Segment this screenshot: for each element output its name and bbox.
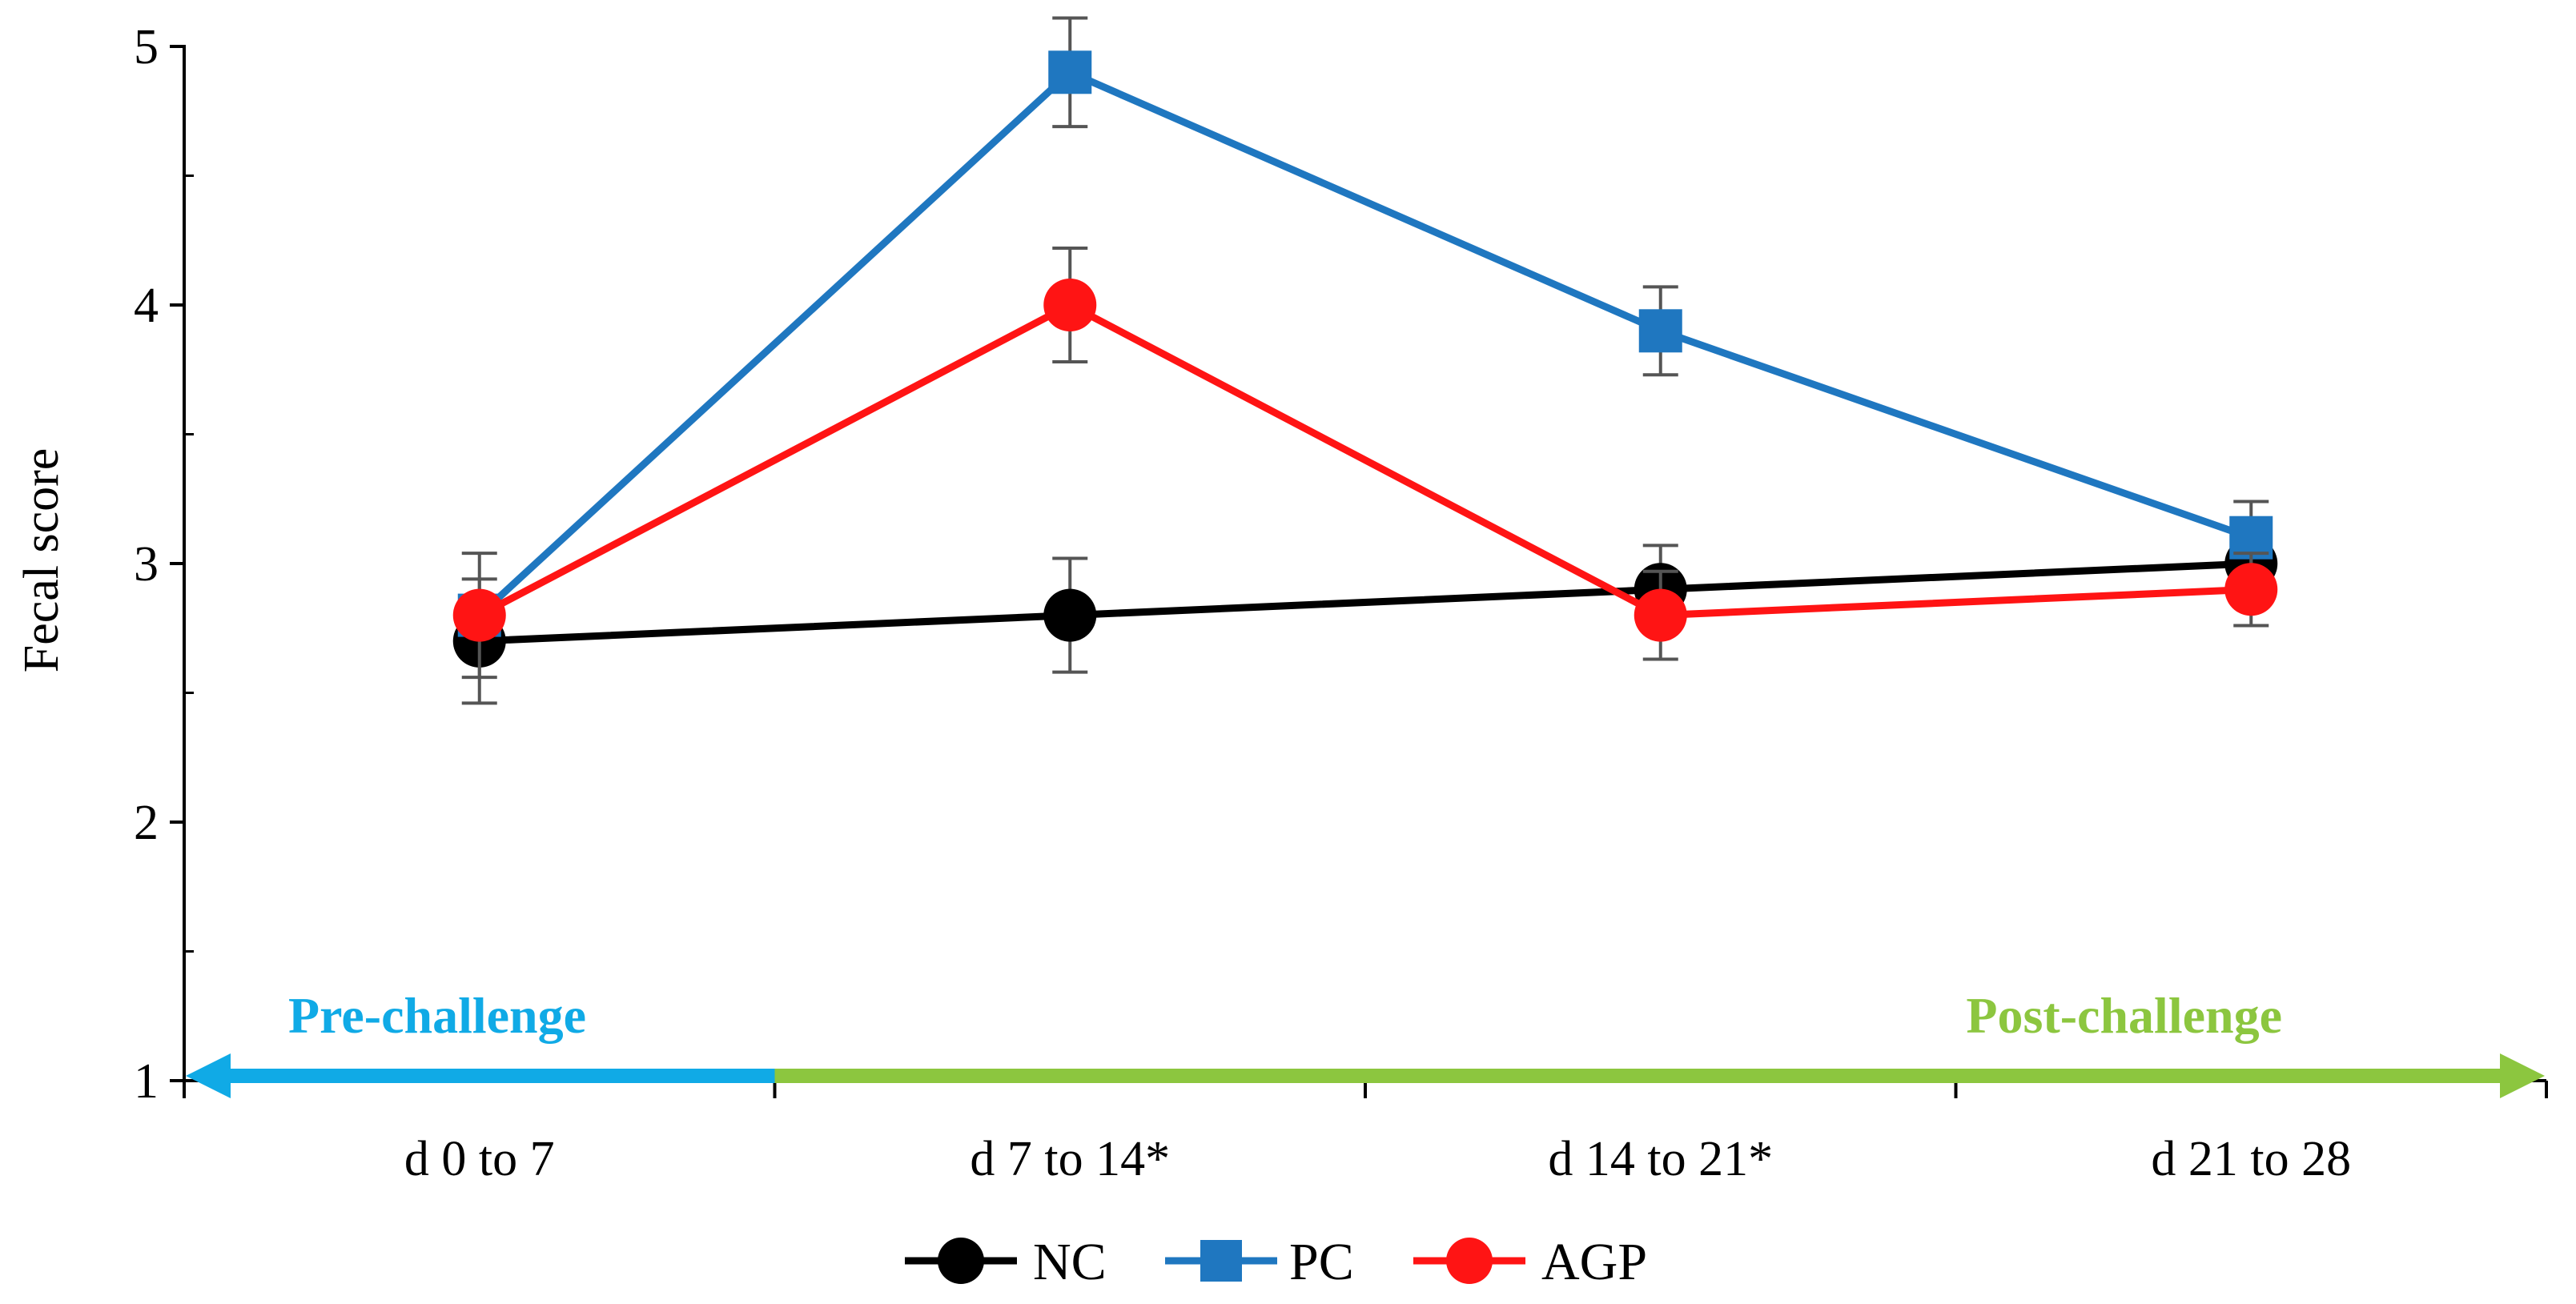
y-tick-label: 1: [134, 1054, 159, 1109]
y-axis-title: Fecal score: [14, 448, 69, 673]
y-tick-label: 3: [134, 537, 159, 592]
y-tick-label: 2: [134, 796, 159, 850]
legend-pc-marker: [1200, 1240, 1242, 1282]
series-group: [452, 16, 2278, 705]
series-pc: [457, 16, 2273, 637]
series-agp-line: [477, 301, 2252, 620]
x-tick-label: d 21 to 28: [2151, 1132, 2351, 1186]
post-challenge-label: Post-challenge: [1966, 987, 2282, 1044]
pre-challenge-arrowhead: [186, 1053, 231, 1098]
legend-nc-marker: [938, 1238, 984, 1284]
legend: NC PC AGP: [905, 1233, 1647, 1291]
legend-item-agp: AGP: [1413, 1233, 1647, 1291]
y-tick-label: 4: [134, 279, 159, 333]
y-tick-label: 5: [134, 20, 159, 74]
series-nc-point: [1043, 588, 1097, 642]
series-agp-point: [2224, 563, 2278, 616]
legend-item-nc: NC: [905, 1233, 1107, 1291]
legend-agp-label: AGP: [1541, 1233, 1647, 1291]
pre-challenge-label: Pre-challenge: [288, 987, 586, 1044]
series-pc-point: [1048, 50, 1092, 94]
series-agp-point: [452, 588, 506, 642]
series-nc-line: [479, 560, 2252, 645]
legend-item-pc: PC: [1165, 1233, 1354, 1291]
series-agp-point: [1634, 588, 1687, 642]
legend-pc-label: PC: [1289, 1233, 1354, 1291]
series-agp: [452, 246, 2278, 680]
series-nc: [452, 537, 2278, 705]
post-challenge-arrowhead: [2500, 1053, 2545, 1098]
x-tick-label: d 7 to 14*: [970, 1132, 1170, 1186]
series-agp-point: [1043, 279, 1097, 331]
phase-arrows: Pre-challenge Post-challenge: [186, 987, 2545, 1098]
x-tick-label: d 14 to 21*: [1548, 1132, 1773, 1186]
series-pc-line: [476, 68, 2252, 618]
legend-nc-label: NC: [1033, 1233, 1107, 1291]
series-pc-point: [1638, 309, 1682, 353]
legend-agp-marker: [1446, 1238, 1493, 1284]
x-tick-label: d 0 to 7: [404, 1132, 555, 1186]
